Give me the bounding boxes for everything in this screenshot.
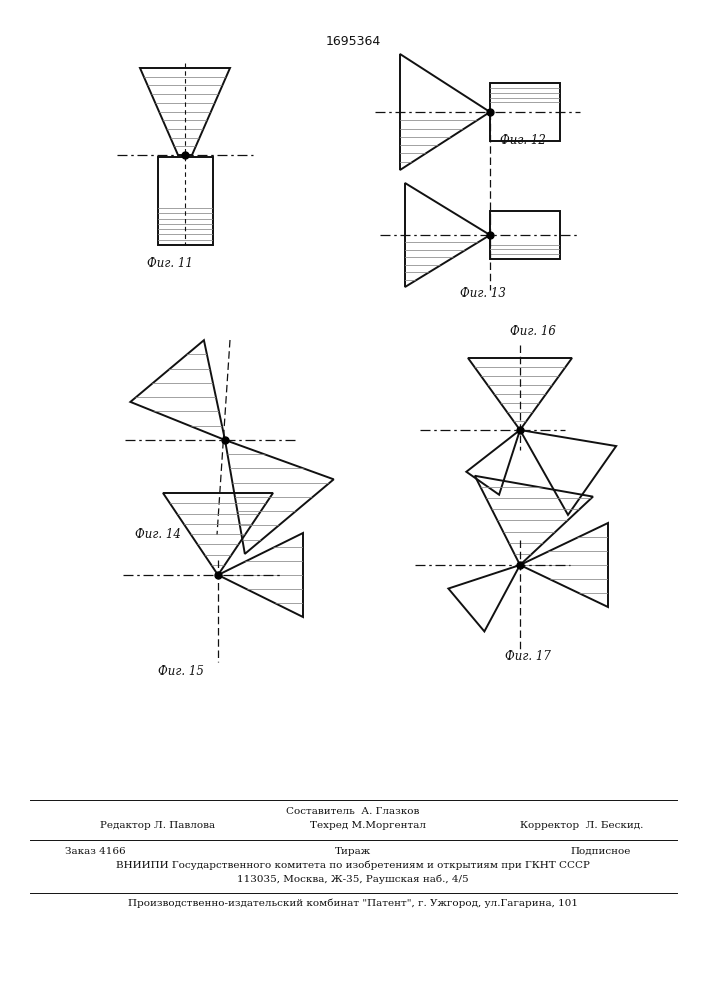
PathPatch shape xyxy=(490,240,560,259)
Text: Составитель  А. Глазков: Составитель А. Глазков xyxy=(286,807,420,816)
PathPatch shape xyxy=(490,83,560,107)
Text: Фиг. 15: Фиг. 15 xyxy=(158,665,204,678)
PathPatch shape xyxy=(158,203,213,245)
PathPatch shape xyxy=(218,533,303,617)
PathPatch shape xyxy=(520,523,608,607)
Text: Подписное: Подписное xyxy=(570,847,631,856)
Text: Корректор  Л. Бескид.: Корректор Л. Бескид. xyxy=(520,821,643,830)
PathPatch shape xyxy=(225,440,334,554)
PathPatch shape xyxy=(163,493,273,575)
PathPatch shape xyxy=(468,358,572,430)
Text: Заказ 4166: Заказ 4166 xyxy=(65,847,126,856)
Text: Фиг. 17: Фиг. 17 xyxy=(505,650,551,663)
Text: Техред М.Моргентал: Техред М.Моргентал xyxy=(310,821,426,830)
Bar xyxy=(490,211,560,259)
PathPatch shape xyxy=(130,340,225,440)
PathPatch shape xyxy=(400,112,490,170)
PathPatch shape xyxy=(475,476,593,565)
PathPatch shape xyxy=(405,235,490,287)
Text: Фиг. 16: Фиг. 16 xyxy=(510,325,556,338)
Text: Тираж: Тираж xyxy=(335,847,371,856)
Text: Фиг. 14: Фиг. 14 xyxy=(135,528,181,541)
Text: ВНИИПИ Государственного комитета по изобретениям и открытиям при ГКНТ СССР: ВНИИПИ Государственного комитета по изоб… xyxy=(116,861,590,870)
Bar xyxy=(490,83,560,141)
Text: 1695364: 1695364 xyxy=(325,35,380,48)
Text: Фиг. 13: Фиг. 13 xyxy=(460,287,506,300)
Text: Производственно-издательский комбинат "Патент", г. Ужгород, ул.Гагарина, 101: Производственно-издательский комбинат "П… xyxy=(128,899,578,908)
Text: Фиг. 11: Фиг. 11 xyxy=(147,257,193,270)
Bar xyxy=(158,157,213,245)
Text: 113035, Москва, Ж-35, Раушская наб., 4/5: 113035, Москва, Ж-35, Раушская наб., 4/5 xyxy=(237,875,469,884)
PathPatch shape xyxy=(140,68,230,155)
Text: Редактор Л. Павлова: Редактор Л. Павлова xyxy=(100,821,215,830)
Text: Фиг. 12: Фиг. 12 xyxy=(500,134,546,147)
